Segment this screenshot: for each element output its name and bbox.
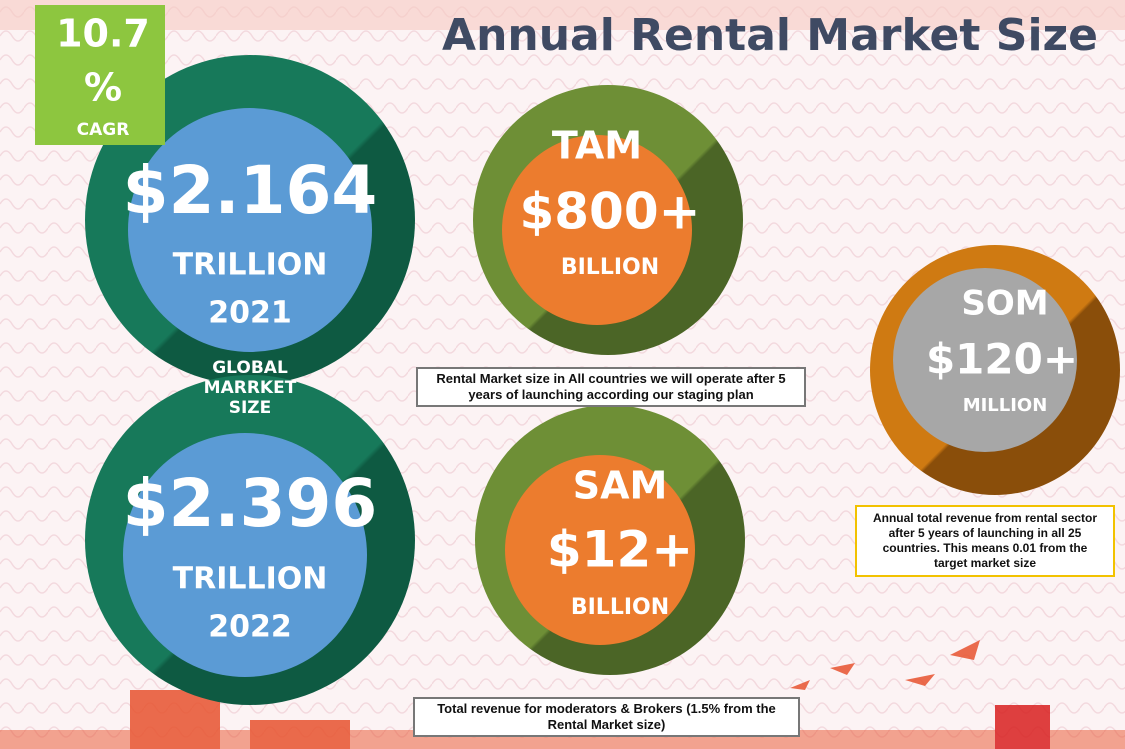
som-note: Annual total revenue from rental sector … bbox=[855, 505, 1115, 577]
inner-circle bbox=[128, 108, 372, 352]
cagr-label: CAGR bbox=[77, 120, 130, 140]
year: 2022 bbox=[208, 610, 292, 645]
inner-circle bbox=[123, 433, 367, 677]
unit: BILLION bbox=[571, 595, 669, 620]
inner-circle bbox=[505, 455, 695, 645]
year: 2021 bbox=[208, 296, 292, 331]
amount: $2.164 bbox=[123, 152, 378, 229]
inner-circle bbox=[893, 268, 1077, 452]
amount: $12+ bbox=[547, 521, 693, 579]
inner-circle bbox=[502, 135, 692, 325]
top-band bbox=[0, 0, 1125, 30]
unit: MILLION bbox=[963, 395, 1048, 416]
cagr-box bbox=[35, 5, 165, 145]
label: SOM bbox=[961, 284, 1048, 324]
title: Annual Rental Market Size bbox=[442, 10, 1098, 61]
amount: $2.396 bbox=[123, 465, 378, 542]
unit: BILLION bbox=[561, 255, 659, 280]
sam-note: Total revenue for moderators & Brokers (… bbox=[413, 697, 800, 737]
amount: $800+ bbox=[519, 183, 700, 241]
skyline bbox=[0, 640, 1125, 749]
cagr-value: 10.7 bbox=[56, 12, 150, 56]
global-label: GLOBAL MARRKET SIZE bbox=[203, 358, 297, 418]
unit: TRILLION bbox=[173, 248, 328, 283]
cagr-unit: % bbox=[84, 66, 122, 110]
tam-note: Rental Market size in All countries we w… bbox=[416, 367, 806, 407]
label: TAM bbox=[552, 124, 642, 168]
unit: TRILLION bbox=[173, 562, 328, 597]
label: SAM bbox=[573, 464, 668, 508]
amount: $120+ bbox=[926, 335, 1078, 384]
